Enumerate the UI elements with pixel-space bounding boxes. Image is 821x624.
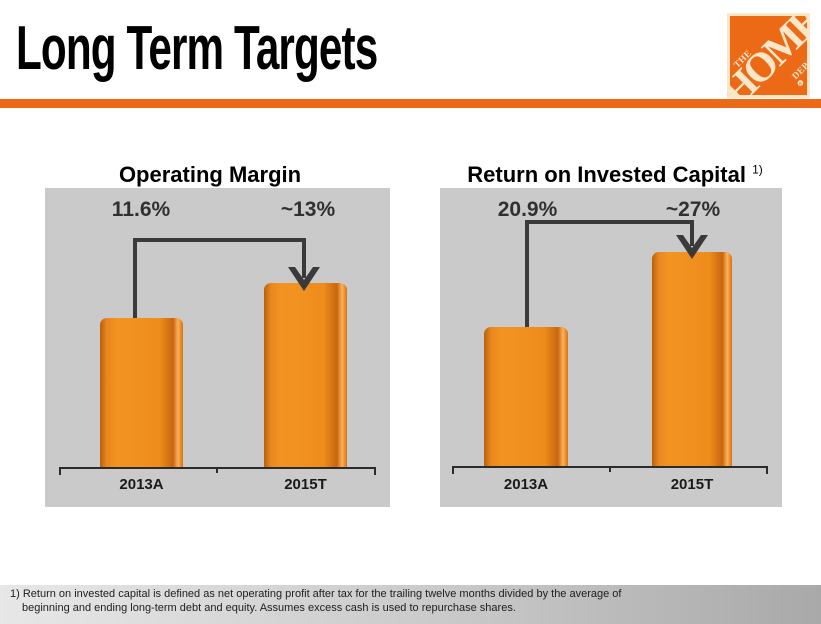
svg-text:HOME: HOME [730,16,810,98]
svg-text:R: R [799,82,802,86]
